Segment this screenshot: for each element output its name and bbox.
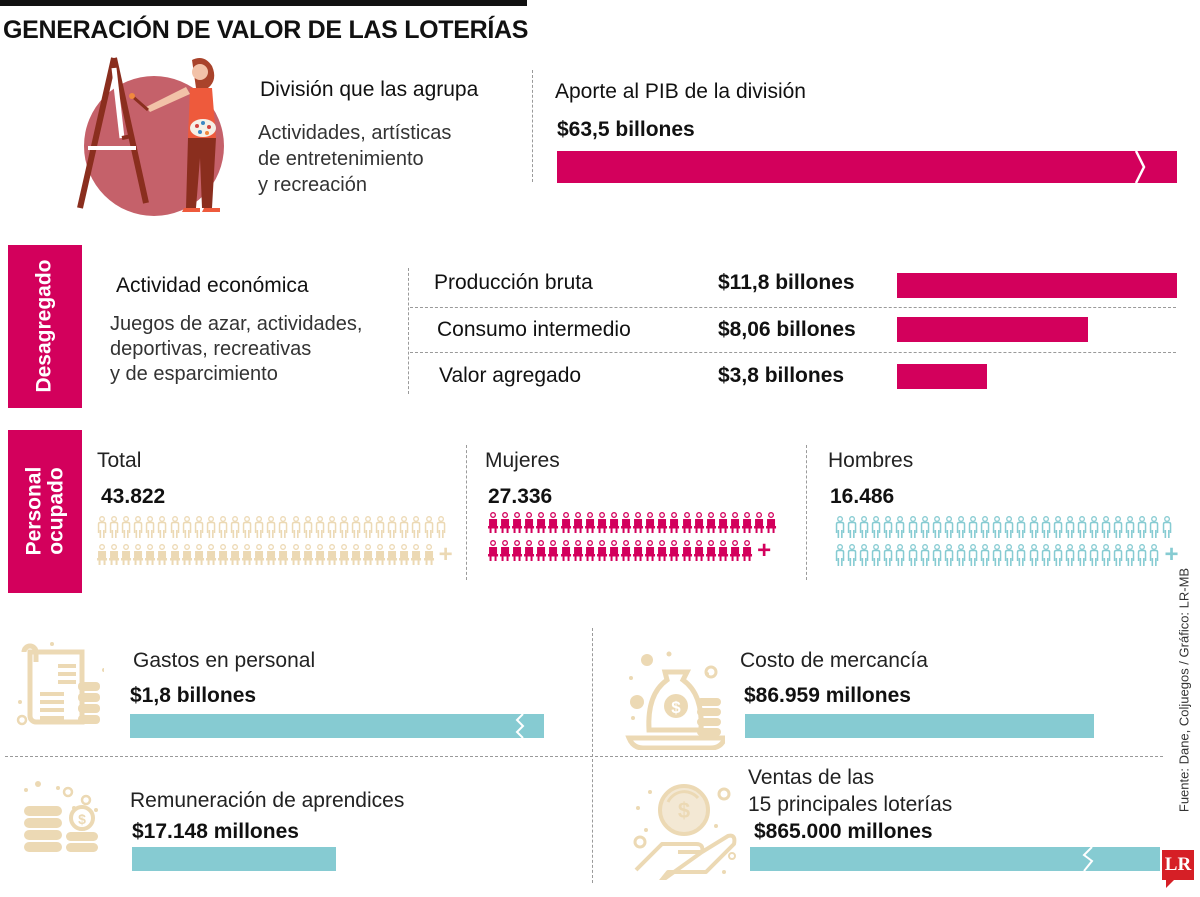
division-desc-line: de entretenimiento [258, 148, 424, 170]
total-value: 43.822 [101, 485, 166, 508]
pib-value: $63,5 billones [557, 118, 695, 141]
personal-tab-label: Personal ocupado [21, 467, 67, 556]
pictogram-row [834, 516, 1179, 538]
bar-break-icon [1082, 847, 1094, 871]
pictogram-row: + [487, 537, 777, 564]
ventas-label: Ventas de las 15 principales loterías [748, 764, 952, 818]
gastos-bar [130, 714, 544, 738]
ventas-value: $865.000 millones [754, 820, 933, 843]
svg-text:$: $ [78, 811, 86, 827]
aprendices-label: Remuneración de aprendices [130, 789, 405, 812]
pictogram-row: + [96, 541, 453, 568]
plus-icon: + [1164, 541, 1179, 568]
activity-desc-line: deportivas, recreativas [110, 338, 312, 360]
divider [592, 628, 593, 883]
ventas-label-line: 15 principales loterías [748, 793, 953, 816]
gastos-label: Gastos en personal [133, 649, 316, 672]
source-text: Fuente: Dane, Coljuegos / Gráfico: LR-MB [1176, 567, 1192, 813]
ventas-bar [750, 847, 1160, 871]
hombres-pictogram: + [834, 516, 1179, 572]
personal-tab-line: Personal [21, 467, 45, 556]
divider [410, 352, 1176, 353]
mujeres-label: Mujeres [485, 449, 560, 472]
divider [408, 268, 409, 394]
personal-tab: Personal ocupado [8, 430, 82, 593]
activity-desc-line: y de esparcimiento [110, 363, 278, 385]
total-pictogram: + [96, 516, 453, 572]
coins-stack-icon: $ [24, 781, 98, 852]
svg-text:$: $ [671, 698, 681, 717]
plus-icon: + [438, 541, 453, 568]
mujeres-pictogram: + [487, 512, 777, 568]
row-label-consumo: Consumo intermedio [437, 318, 631, 341]
divider [466, 445, 467, 580]
pictogram-row [487, 512, 777, 534]
row-value-valor: $3,8 billones [718, 364, 845, 387]
ventas-label-line: Ventas de las [748, 766, 875, 789]
divider [532, 70, 533, 182]
row-value-consumo: $8,06 billones [718, 318, 856, 341]
painter-illustration-icon [77, 57, 224, 216]
bar-break-icon [1134, 151, 1146, 183]
top-rule [0, 0, 527, 6]
mercancia-value: $86.959 millones [744, 684, 911, 707]
svg-text:$: $ [678, 798, 690, 823]
divider [5, 756, 1163, 757]
division-description: Actividades, artísticas de entretenimien… [258, 120, 451, 198]
pib-bar [557, 151, 1177, 183]
division-label: División que las agrupa [260, 78, 479, 101]
pictogram-row [96, 516, 453, 538]
mujeres-value: 27.336 [488, 485, 553, 508]
hombres-value: 16.486 [830, 485, 895, 508]
row-value-produccion: $11,8 billones [718, 271, 855, 294]
gastos-value: $1,8 billones [130, 684, 257, 707]
activity-desc-line: Juegos de azar, actividades, [110, 313, 363, 335]
bar-consumo [897, 317, 1088, 342]
divider [806, 445, 807, 580]
plus-icon: + [757, 537, 772, 564]
pictogram-row: + [834, 541, 1179, 568]
personal-tab-line: ocupado [44, 467, 67, 556]
total-label: Total [97, 449, 142, 472]
divider [410, 307, 1176, 308]
money-bag-icon: $ [625, 651, 725, 750]
activity-description: Juegos de azar, actividades, deportivas,… [110, 312, 362, 387]
source-credit: Fuente: Dane, Coljuegos / Gráfico: LR-MB [1172, 540, 1196, 840]
document-coins-icon [16, 642, 104, 726]
bar-valor [897, 364, 987, 389]
lr-logo: LR [1162, 850, 1194, 888]
division-desc-line: y recreación [258, 174, 367, 196]
aprendices-bar [132, 847, 336, 871]
mercancia-bar [745, 714, 1094, 738]
mercancia-label: Costo de mercancía [740, 649, 928, 672]
hombres-label: Hombres [828, 449, 914, 472]
row-label-valor: Valor agregado [439, 364, 582, 387]
hand-coin-icon: $ [633, 784, 737, 880]
activity-label: Actividad económica [116, 274, 309, 297]
division-desc-line: Actividades, artísticas [258, 122, 452, 144]
row-label-produccion: Producción bruta [434, 271, 593, 294]
aprendices-value: $17.148 millones [132, 820, 299, 843]
bar-produccion [897, 273, 1177, 298]
desagregado-tab-label: Desagregado [32, 259, 56, 394]
pib-label: Aporte al PIB de la división [555, 80, 806, 103]
bar-break-icon [515, 714, 525, 738]
desagregado-tab: Desagregado [8, 245, 82, 408]
page-title: GENERACIÓN DE VALOR DE LAS LOTERÍAS [3, 16, 529, 44]
